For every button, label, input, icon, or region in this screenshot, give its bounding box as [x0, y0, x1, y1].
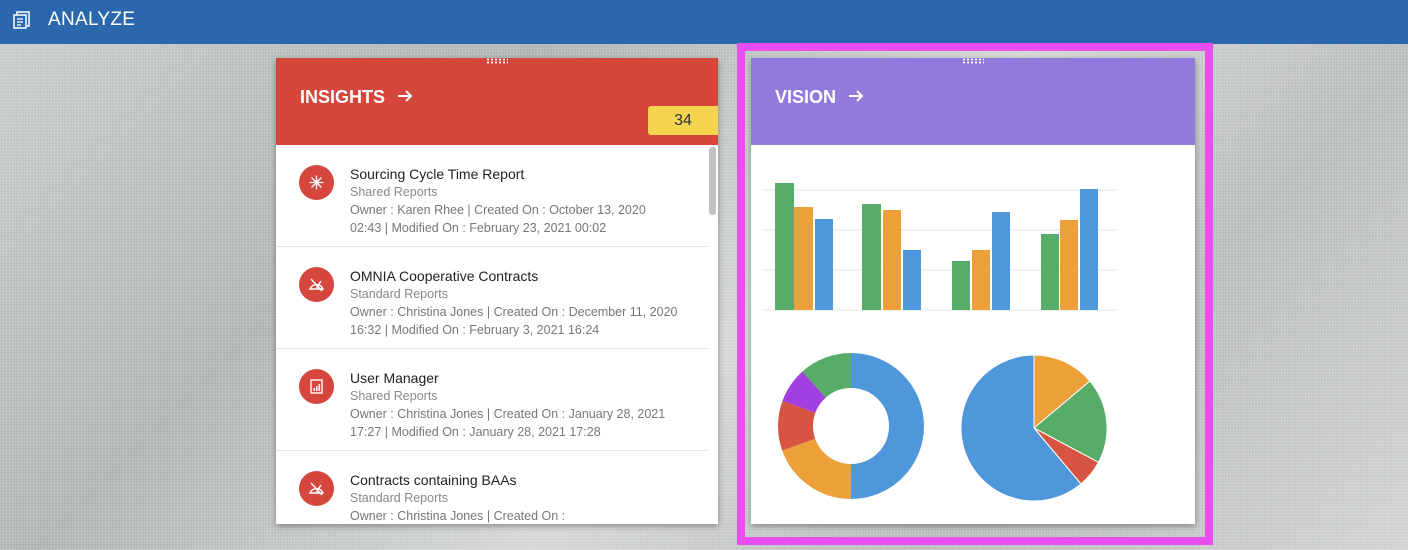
report-details: Owner : Christina Jones | Created On : D… — [350, 305, 678, 337]
report-item[interactable]: Contracts containing BAAs Standard Report… — [276, 451, 708, 524]
report-title[interactable]: Sourcing Cycle Time Report — [350, 166, 525, 182]
report-category: Shared Reports — [350, 389, 438, 403]
report-title[interactable]: User Manager — [350, 370, 439, 386]
card-title[interactable]: INSIGHTS — [300, 87, 414, 108]
analyze-icon — [13, 11, 30, 29]
scrollbar[interactable] — [709, 147, 716, 215]
arrow-icon — [398, 90, 413, 102]
drag-handle[interactable] — [962, 58, 984, 64]
report-title[interactable]: OMNIA Cooperative Contracts — [350, 268, 539, 284]
report-details: Owner : Christina Jones | Created On : — [350, 509, 566, 523]
arrow-icon — [849, 90, 864, 102]
report-icon — [299, 267, 334, 302]
count-badge: 34 — [648, 106, 718, 135]
report-category: Standard Reports — [350, 491, 448, 505]
card-title[interactable]: VISION — [775, 87, 865, 108]
page-title: ANALYZE — [48, 9, 136, 30]
report-icon — [299, 369, 334, 404]
top-bar: ANALYZE — [0, 0, 1408, 44]
highlight-frame — [737, 43, 1213, 545]
icon-glyph — [308, 278, 325, 292]
icon-glyph — [308, 482, 325, 496]
report-title[interactable]: Contracts containing BAAs — [350, 472, 517, 488]
card-header[interactable]: VISION — [751, 58, 1195, 145]
vision-illustration — [765, 183, 1115, 502]
card-header[interactable]: INSIGHTS 34 — [276, 58, 718, 145]
report-details: Owner : Karen Rhee | Created On : Octobe… — [350, 203, 646, 235]
report-icon — [299, 165, 334, 200]
icon-glyph — [309, 175, 324, 190]
vision-card: VISION — [751, 58, 1195, 524]
report-details: Owner : Christina Jones | Created On : J… — [350, 407, 666, 439]
report-item[interactable]: Sourcing Cycle Time Report Shared Reports… — [276, 145, 708, 247]
insights-card: INSIGHTS 34 Sourcing Cycle Time Report Sh… — [276, 58, 718, 524]
report-item[interactable]: User Manager Shared Reports Owner : Christ… — [276, 349, 708, 451]
drag-handle[interactable] — [486, 58, 508, 64]
report-category: Shared Reports — [350, 185, 438, 199]
report-list: Sourcing Cycle Time Report Shared Reports… — [276, 145, 708, 524]
report-icon — [299, 471, 334, 506]
icon-glyph — [310, 379, 323, 394]
title-text: VISION — [775, 87, 837, 107]
report-item[interactable]: OMNIA Cooperative Contracts Standard Repo… — [276, 247, 708, 349]
title-text: INSIGHTS — [300, 87, 386, 107]
report-category: Standard Reports — [350, 287, 448, 301]
